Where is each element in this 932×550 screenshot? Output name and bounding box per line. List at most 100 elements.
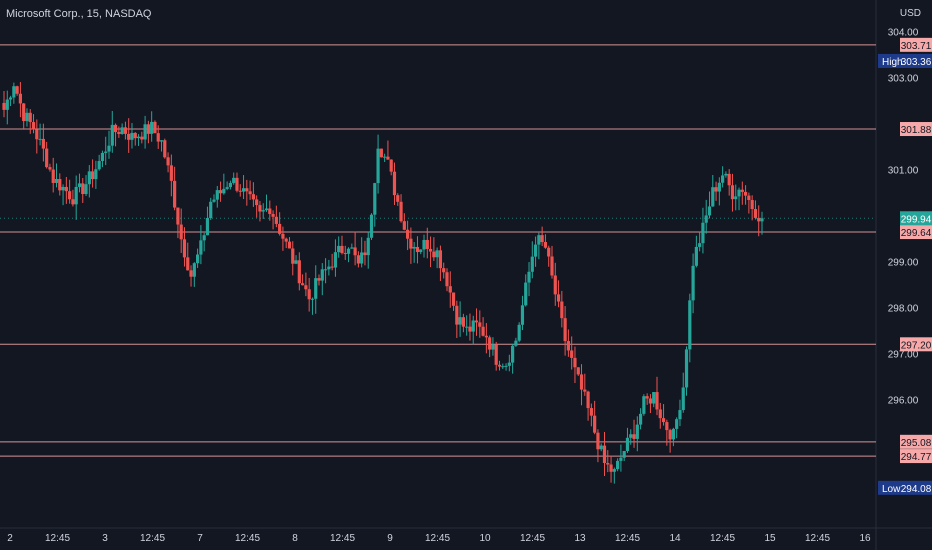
candle-body xyxy=(675,419,679,429)
candle-body xyxy=(694,246,698,266)
level-label: 301.88 xyxy=(901,125,932,136)
candle-body xyxy=(511,345,515,363)
candle-body xyxy=(399,201,403,222)
candle-body xyxy=(484,335,488,338)
candle-body xyxy=(527,271,531,283)
candle-body xyxy=(45,148,49,168)
level-label-bg xyxy=(900,225,932,240)
candle-body xyxy=(150,121,154,134)
candle-body xyxy=(573,357,577,368)
chart-title: Microsoft Corp., 15, NASDAQ xyxy=(6,8,152,20)
candle-body xyxy=(432,251,436,258)
candle-body xyxy=(517,324,521,341)
candle-body xyxy=(51,169,55,183)
candle-body xyxy=(671,428,676,440)
high-marker-label: High xyxy=(882,57,903,68)
candle-body xyxy=(461,317,465,327)
candle-body xyxy=(363,252,367,256)
candle-body xyxy=(330,266,334,268)
candle-body xyxy=(757,217,761,222)
candle-body xyxy=(448,286,452,293)
candle-body xyxy=(173,180,177,208)
candle-body xyxy=(727,173,731,186)
candle-body xyxy=(415,246,420,253)
candle-body xyxy=(389,159,393,172)
candle-body xyxy=(146,124,150,134)
candle-body xyxy=(261,210,265,212)
candle-body xyxy=(97,161,101,170)
candle-body xyxy=(163,140,167,158)
candle-body xyxy=(15,86,19,94)
candle-body xyxy=(268,208,272,214)
price-tick-label: 296.00 xyxy=(888,396,919,407)
candle-body xyxy=(87,171,91,185)
candle-body xyxy=(176,207,180,225)
candle-body xyxy=(717,182,721,192)
candle-body xyxy=(474,320,479,323)
time-tick-label: 12:45 xyxy=(425,533,450,544)
candle-body xyxy=(514,340,518,346)
candle-body xyxy=(218,190,223,194)
candle-body xyxy=(451,292,456,306)
candle-body xyxy=(54,178,59,183)
candle-body xyxy=(77,183,82,187)
candle-body xyxy=(406,229,410,239)
candle-body xyxy=(84,184,88,195)
candle-body xyxy=(241,188,246,192)
candle-body xyxy=(497,364,502,367)
price-tick-label: 297.00 xyxy=(888,350,919,361)
candle-body xyxy=(721,175,725,183)
candle-body xyxy=(428,248,433,252)
candle-body xyxy=(199,240,203,255)
candle-body xyxy=(28,112,32,123)
candle-body xyxy=(688,300,692,350)
candle-body xyxy=(583,389,587,392)
candle-body xyxy=(31,122,36,130)
candle-body xyxy=(438,250,443,269)
candle-body xyxy=(48,167,52,170)
candle-body xyxy=(504,365,508,367)
time-tick-label: 8 xyxy=(292,533,298,544)
candle-body xyxy=(629,434,633,438)
candle-body xyxy=(153,121,157,134)
candle-body xyxy=(2,102,6,110)
candle-body xyxy=(304,285,308,290)
candle-body xyxy=(18,93,23,104)
candle-body xyxy=(333,252,338,268)
candle-body xyxy=(264,208,269,211)
candle-body xyxy=(537,235,541,245)
price-tick-label: 303.00 xyxy=(888,74,919,85)
low-marker-value: 294.08 xyxy=(901,484,932,495)
candle-body xyxy=(691,265,695,301)
candle-body xyxy=(202,235,206,241)
time-tick-label: 7 xyxy=(197,533,203,544)
candle-body xyxy=(127,133,131,140)
candle-body xyxy=(599,445,603,450)
candle-body xyxy=(471,320,475,332)
candle-body xyxy=(271,213,275,217)
last-price-bg xyxy=(900,211,932,226)
candle-body xyxy=(707,206,712,216)
candle-body xyxy=(133,132,137,139)
candle-body xyxy=(442,268,446,273)
candle-body xyxy=(435,250,439,258)
candle-body xyxy=(222,188,226,194)
candle-body xyxy=(310,298,315,300)
time-tick-label: 3 xyxy=(102,533,108,544)
candle-body xyxy=(140,136,144,140)
candle-body xyxy=(41,138,45,149)
candle-body xyxy=(392,171,397,196)
candle-body xyxy=(616,460,620,470)
candle-body xyxy=(113,124,118,133)
candle-body xyxy=(340,245,344,254)
level-label-bg xyxy=(900,122,932,137)
candle-body xyxy=(166,157,170,166)
candle-body xyxy=(360,252,364,264)
candle-body xyxy=(520,305,525,325)
candle-body xyxy=(245,188,249,192)
time-tick-label: 12:45 xyxy=(520,533,545,544)
candle-body xyxy=(533,244,538,257)
candle-body xyxy=(169,165,173,181)
